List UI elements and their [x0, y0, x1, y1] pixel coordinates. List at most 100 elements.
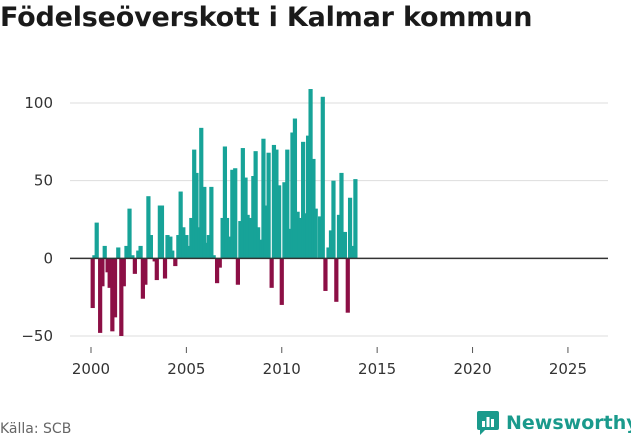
bar	[287, 228, 292, 259]
bar	[251, 176, 256, 259]
brand-logo: Newsworthy	[476, 409, 631, 437]
bar	[277, 185, 282, 259]
bar	[263, 205, 268, 259]
bar	[279, 258, 284, 305]
bar	[162, 258, 168, 279]
bar	[116, 247, 121, 259]
bar	[353, 179, 358, 259]
x-tick-label: 2015	[358, 360, 396, 378]
bar	[206, 235, 211, 259]
bar	[282, 182, 287, 259]
y-tick-label: 0	[43, 249, 53, 267]
bar	[253, 151, 258, 259]
bar	[334, 258, 339, 302]
bar	[303, 213, 308, 259]
bars	[90, 89, 358, 336]
bar	[305, 135, 311, 259]
bar	[245, 214, 250, 259]
bar	[297, 217, 303, 259]
bar	[235, 258, 240, 285]
bar	[290, 132, 295, 259]
gridlines	[70, 102, 608, 337]
bar	[138, 245, 143, 259]
bar	[92, 255, 97, 259]
bar	[132, 258, 137, 274]
bar	[170, 250, 175, 259]
bar	[342, 231, 348, 259]
bar	[339, 172, 344, 259]
bar	[336, 214, 342, 259]
bar	[143, 258, 148, 285]
bar	[313, 208, 318, 259]
bar	[178, 191, 183, 259]
brand-name: Newsworthy	[506, 412, 631, 434]
bar	[243, 177, 248, 259]
bar	[157, 205, 162, 259]
bar	[214, 258, 220, 284]
x-tick-label: 2000	[72, 360, 110, 378]
bar	[301, 141, 306, 259]
bar	[90, 258, 95, 309]
bar	[159, 205, 165, 259]
bar	[271, 144, 277, 259]
bar	[124, 245, 129, 259]
bar	[98, 258, 103, 333]
bar	[222, 146, 228, 259]
bar	[165, 235, 170, 259]
bar	[176, 235, 181, 259]
y-axis-ticks: −50 0 50 100	[21, 94, 53, 345]
bar	[326, 247, 331, 259]
bar	[130, 255, 135, 259]
bar	[311, 158, 316, 259]
y-tick-label: 50	[34, 172, 53, 190]
bar	[238, 221, 243, 259]
bar	[220, 217, 225, 259]
bar	[202, 186, 207, 259]
bar	[209, 186, 214, 259]
x-tick-label: 2010	[263, 360, 301, 378]
bar	[261, 138, 266, 259]
bar	[140, 258, 145, 299]
bar	[199, 127, 204, 259]
bar	[102, 245, 107, 259]
bar	[121, 258, 126, 287]
bar	[194, 172, 199, 259]
bar	[347, 197, 353, 259]
bar	[285, 149, 290, 259]
bar	[211, 255, 216, 259]
bar	[224, 217, 230, 259]
bar	[318, 216, 323, 259]
bar	[107, 258, 112, 288]
bar	[345, 258, 350, 313]
bar	[308, 89, 313, 259]
bar	[154, 258, 159, 281]
bar	[350, 245, 355, 259]
bar	[100, 258, 105, 287]
bar	[148, 235, 153, 259]
bar	[184, 235, 189, 259]
bar	[259, 239, 264, 259]
bar	[331, 180, 336, 259]
bar	[227, 236, 233, 259]
bar	[186, 245, 192, 259]
x-tick-label: 2025	[549, 360, 587, 378]
bar	[269, 258, 274, 288]
bar	[119, 258, 124, 336]
bar	[94, 222, 99, 259]
bar	[136, 250, 141, 259]
newsworthy-logo-icon	[477, 411, 499, 435]
bar	[295, 211, 300, 259]
bar	[320, 96, 325, 259]
x-tick-label: 2020	[453, 360, 491, 378]
bar	[173, 258, 178, 267]
bar	[112, 258, 118, 318]
bar	[328, 230, 334, 259]
bar	[323, 258, 328, 291]
bar	[181, 227, 186, 259]
bar	[217, 258, 222, 268]
bar	[204, 242, 209, 259]
bar	[230, 169, 235, 259]
bar	[168, 236, 173, 259]
bar	[146, 196, 151, 259]
